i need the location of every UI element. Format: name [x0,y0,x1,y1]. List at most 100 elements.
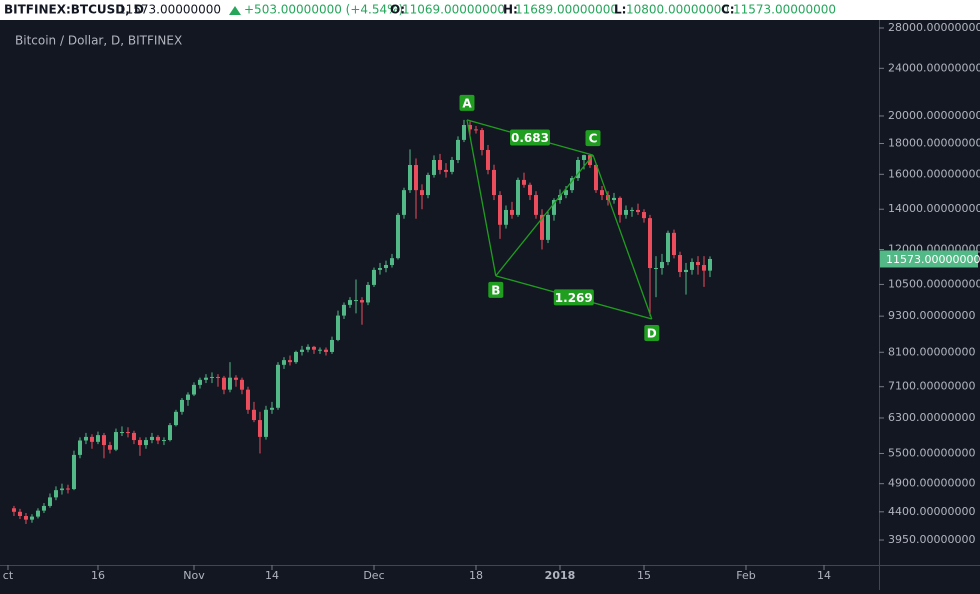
candle-body [203,377,208,380]
x-tick-label: Nov [183,569,205,582]
candle-body [695,262,700,265]
pattern-ratio: 1.269 [555,291,593,305]
symbol: BITFINEX:BTCUSD, D [4,3,144,17]
candle-body [707,258,712,271]
pattern-ratio-box [509,129,550,146]
candle-body [689,262,694,270]
y-tick-label: 18000.00000000 [888,137,980,150]
y-tick-label: 10500.00000000 [888,277,980,290]
candle-body [269,407,274,410]
candle-body [521,179,526,185]
x-tick-label: 18 [469,569,483,582]
candle-body [371,269,376,285]
candle-body [257,420,262,437]
candle-body [107,445,112,450]
x-tick-label: Feb [736,569,755,582]
candle-body [359,300,364,303]
candle-body [377,268,382,270]
candle-body [83,436,88,441]
ohlc-value: 10800.00000000 [626,3,729,17]
candle-body [215,376,220,378]
candle-body [497,195,502,225]
candle-body [317,349,322,351]
candle-body [59,488,64,491]
y-tick-label: 16000.00000000 [888,167,980,180]
candle-body [509,209,514,215]
candle-body [479,130,484,150]
candle-body [431,159,436,175]
candle-body [113,432,118,450]
pattern-line [495,154,594,277]
candle-body [209,376,214,378]
candle-body [293,351,298,363]
y-tick-label: 6300.00000000 [888,411,975,424]
candle-body [491,169,496,196]
candle-body [167,425,172,441]
y-tick-label: 3950.00000000 [888,533,975,546]
candle-body [587,155,592,165]
pattern-point-label: C [589,132,598,146]
y-tick-label: 4400.00000000 [888,505,975,518]
candle-body [275,364,280,408]
candle-body [527,184,532,196]
candle-body [611,197,616,201]
candle-body [179,399,184,412]
candle-body [413,164,418,191]
x-tick-label: Dec [363,569,384,582]
candle-body [467,125,472,130]
candle-body [533,195,538,215]
candle-body [131,432,136,441]
ohlc-label: O: [390,3,405,17]
candle-body [305,346,310,350]
ohlc-label: C: [721,3,735,17]
candle-body [299,349,304,352]
candle-body [701,264,706,271]
candle-body [581,155,586,160]
candle-body [137,440,142,446]
candle-body [17,511,22,517]
candle-body [143,440,148,446]
candle-body [53,490,58,498]
candle-body [89,436,94,442]
candle-body [635,209,640,213]
last-price: 11573.00000000 [118,3,221,17]
candle-body [233,377,238,380]
last-price-tag [880,250,978,268]
candle-body [149,436,154,441]
candle-body [263,409,268,437]
candle-body [671,232,676,256]
y-tick-label: 20000.00000000 [888,109,980,122]
pattern-point-label: D [647,326,657,340]
candle-body [485,149,490,170]
candle-body [665,232,670,263]
candle-body [335,315,340,340]
candle-body [23,516,28,520]
candle-body [617,197,622,215]
candle-body [173,411,178,426]
candle-body [341,304,346,316]
candle-body [185,394,190,400]
candle-body [155,436,160,441]
y-tick-label: 8100.00000000 [888,345,975,358]
candle-body [11,508,16,512]
candle-body [419,190,424,196]
pattern-point-label-box [459,94,475,111]
candle-body [71,454,76,490]
candle-body [65,488,70,490]
candle-body [443,169,448,172]
candle-body [641,212,646,219]
candle-body [251,409,256,421]
candle-body [569,178,574,191]
candle-body [545,214,550,240]
candle-body [245,389,250,410]
ohlc-value: 11573.00000000 [733,3,836,17]
pattern-line [592,154,653,320]
y-tick-label: 14000.00000000 [888,202,980,215]
candle-body [395,214,400,259]
candle-body [557,195,562,201]
candle-body [407,164,412,191]
candle-body [455,139,460,160]
candle-body [503,209,508,225]
candle-body [365,284,370,303]
candle-body [311,346,316,350]
